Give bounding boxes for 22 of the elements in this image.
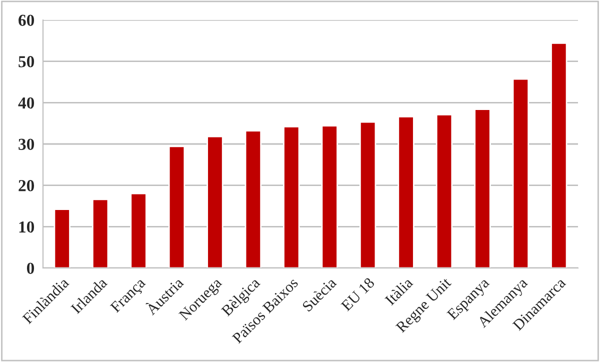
bar: [512, 78, 530, 268]
y-tick-label: 60: [18, 14, 34, 26]
bar: [168, 146, 186, 268]
bar: [130, 192, 147, 268]
bar: [321, 125, 338, 268]
bar: [474, 108, 491, 268]
bar: [244, 130, 262, 268]
y-tick-label: 50: [18, 56, 34, 68]
bar: [283, 126, 300, 268]
y-tick-label: 30: [18, 138, 34, 150]
x-tick-label: EU 18: [340, 277, 376, 312]
bar: [206, 136, 224, 268]
bar: [436, 114, 453, 268]
y-tick-label: 40: [18, 97, 34, 109]
y-tick-label: 20: [18, 180, 34, 192]
bar: [92, 198, 109, 268]
y-tick-label: 0: [26, 262, 34, 274]
bar: [359, 121, 376, 268]
bar: [54, 208, 70, 268]
bar: [398, 116, 414, 268]
bar: [550, 42, 568, 268]
y-tick-label: 10: [19, 221, 34, 233]
